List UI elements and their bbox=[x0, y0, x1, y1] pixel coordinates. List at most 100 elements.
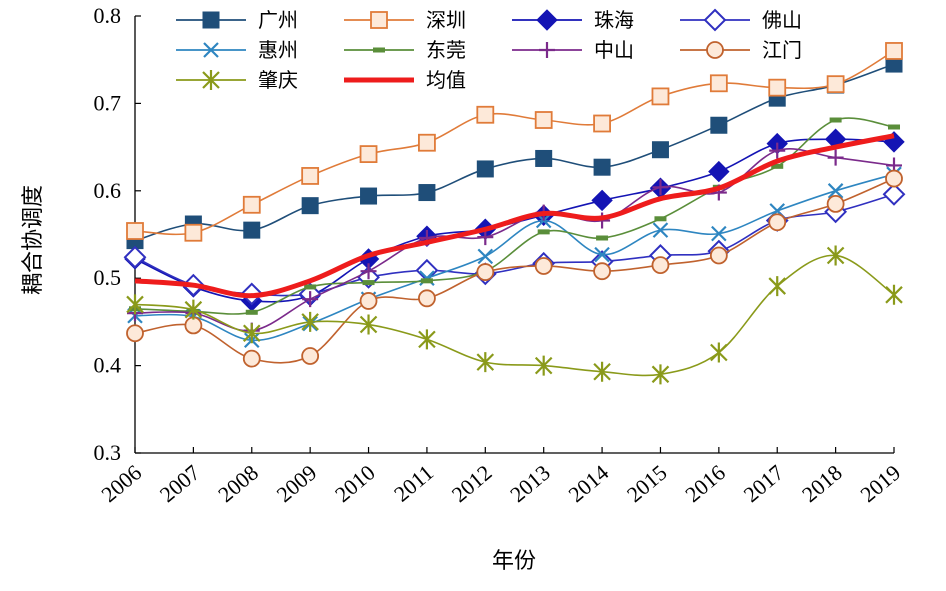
data-point bbox=[593, 158, 611, 176]
data-point bbox=[126, 222, 144, 240]
data-point bbox=[651, 364, 670, 385]
x-tick-label: 2008 bbox=[213, 460, 263, 507]
legend-item: 佛山 bbox=[680, 8, 802, 32]
data-point bbox=[534, 355, 553, 376]
data-point bbox=[476, 352, 495, 373]
data-point bbox=[710, 342, 728, 363]
data-point bbox=[882, 182, 906, 206]
data-point bbox=[768, 276, 787, 297]
legend-marker bbox=[373, 47, 385, 53]
data-point bbox=[771, 163, 784, 169]
legend-item: 肇庆 bbox=[176, 68, 298, 92]
data-point bbox=[301, 311, 319, 332]
data-point bbox=[362, 280, 375, 286]
legend-label: 江门 bbox=[762, 38, 802, 62]
data-point bbox=[591, 189, 613, 212]
data-point bbox=[768, 213, 787, 232]
data-point bbox=[418, 329, 436, 350]
data-point bbox=[534, 257, 553, 275]
data-point bbox=[709, 246, 728, 265]
data-point bbox=[885, 169, 903, 188]
series-5 bbox=[127, 166, 902, 349]
data-point bbox=[535, 149, 553, 167]
y-tick-label: 0.6 bbox=[94, 178, 122, 203]
y-tick-label: 0.5 bbox=[94, 265, 122, 290]
data-point bbox=[184, 299, 203, 320]
data-point bbox=[359, 314, 378, 335]
data-point bbox=[359, 145, 378, 163]
legend-item: 珠海 bbox=[512, 8, 634, 32]
x-axis-ticks: 2006 2007 2008 2009 2010 2011 2012 2013 2014 2015… bbox=[96, 447, 905, 507]
data-point bbox=[245, 309, 258, 315]
data-point bbox=[301, 347, 320, 365]
legend-label: 均值 bbox=[426, 68, 466, 92]
data-point bbox=[654, 216, 667, 222]
x-tick-label: 2018 bbox=[797, 460, 847, 507]
legend-item: 中山 bbox=[512, 38, 634, 62]
series-line bbox=[134, 173, 895, 342]
data-point bbox=[242, 195, 261, 214]
data-point bbox=[651, 87, 670, 106]
legend-item: 广州 bbox=[176, 8, 298, 32]
series-4 bbox=[123, 182, 906, 306]
legend-marker bbox=[703, 8, 727, 32]
legend-item: 江门 bbox=[680, 38, 802, 62]
x-tick-label: 2017 bbox=[739, 460, 789, 507]
data-point bbox=[304, 284, 317, 290]
data-point bbox=[596, 235, 609, 241]
legend-label: 中山 bbox=[594, 38, 634, 62]
series-9 bbox=[126, 245, 903, 385]
data-point bbox=[418, 184, 436, 202]
legend-item: 东莞 bbox=[344, 38, 466, 62]
x-tick-label: 2009 bbox=[272, 460, 322, 507]
data-point bbox=[184, 223, 203, 242]
data-point bbox=[184, 316, 203, 335]
data-point bbox=[301, 167, 320, 185]
series-8 bbox=[126, 169, 903, 368]
legend-label: 肇庆 bbox=[258, 68, 298, 92]
legend-label: 佛山 bbox=[762, 8, 802, 32]
data-point bbox=[888, 124, 900, 130]
series-2 bbox=[126, 42, 903, 242]
data-point bbox=[243, 221, 261, 239]
x-tick-label: 2011 bbox=[389, 460, 438, 507]
legend-label: 深圳 bbox=[426, 8, 466, 32]
legend-marker bbox=[202, 11, 220, 29]
data-point bbox=[593, 262, 611, 281]
data-point bbox=[593, 361, 611, 382]
x-tick-label: 2016 bbox=[680, 460, 730, 507]
data-point bbox=[885, 42, 903, 60]
data-point bbox=[420, 278, 433, 284]
x-tick-label: 2014 bbox=[564, 460, 614, 507]
legend-label: 东莞 bbox=[426, 38, 466, 62]
data-point bbox=[826, 75, 845, 94]
x-tick-label: 2013 bbox=[505, 460, 555, 507]
legend-item: 均值 bbox=[344, 68, 466, 92]
legend-label: 珠海 bbox=[594, 8, 634, 32]
legend-marker bbox=[539, 42, 555, 58]
data-point bbox=[711, 225, 727, 242]
data-point bbox=[593, 114, 611, 133]
legend-marker bbox=[202, 70, 220, 90]
x-tick-label: 2019 bbox=[855, 460, 905, 507]
series-7 bbox=[127, 142, 902, 339]
data-point bbox=[768, 78, 787, 97]
data-point bbox=[242, 349, 261, 368]
data-point bbox=[360, 187, 378, 205]
legend-marker bbox=[536, 9, 558, 31]
series-line bbox=[134, 148, 895, 332]
data-point bbox=[651, 141, 669, 159]
data-point bbox=[123, 245, 147, 269]
y-tick-label: 0.3 bbox=[94, 440, 122, 465]
data-point bbox=[242, 323, 261, 344]
data-point bbox=[477, 248, 494, 265]
data-point bbox=[826, 245, 845, 266]
data-point bbox=[885, 284, 903, 305]
x-tick-label: 2010 bbox=[330, 460, 380, 507]
series-layer bbox=[123, 42, 906, 385]
x-tick-label: 2012 bbox=[447, 460, 497, 507]
data-point bbox=[534, 111, 553, 129]
data-point bbox=[710, 116, 728, 134]
